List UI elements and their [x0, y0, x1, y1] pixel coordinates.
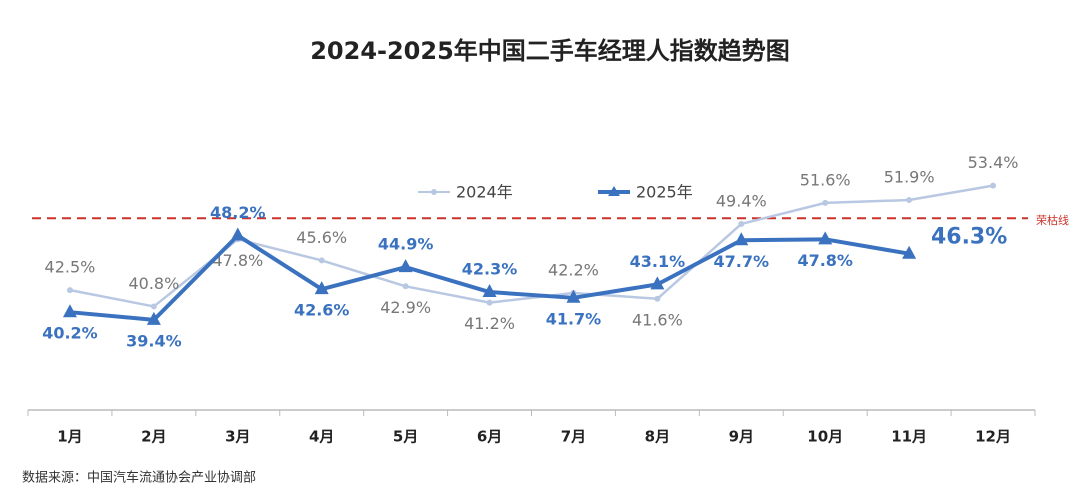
value-label: 41.7% — [546, 309, 602, 328]
value-label: 42.3% — [462, 260, 518, 279]
value-label: 53.4% — [968, 153, 1019, 172]
point-marker — [906, 197, 913, 203]
x-tick-label: 7月 — [561, 428, 586, 446]
x-tick-label: 12月 — [975, 428, 1011, 446]
x-tick-label: 1月 — [57, 428, 82, 446]
x-tick-label: 10月 — [807, 428, 843, 446]
x-tick-label: 9月 — [729, 428, 754, 446]
point-marker — [738, 220, 745, 227]
point-marker — [402, 283, 409, 290]
point-marker — [230, 227, 245, 241]
point-marker — [650, 276, 665, 290]
value-label: 42.6% — [294, 301, 350, 320]
x-tick-label: 4月 — [309, 428, 334, 446]
point-marker — [146, 311, 161, 325]
value-label: 47.7% — [714, 252, 770, 271]
source-note: 数据来源：中国汽车流通协会产业协调部 — [22, 470, 256, 486]
value-label: 51.9% — [884, 168, 935, 187]
value-label: 51.6% — [800, 170, 851, 189]
value-label: 49.4% — [716, 191, 767, 210]
value-label: 40.2% — [42, 324, 98, 343]
chart-title: 2024-2025年中国二手车经理人指数趋势图 — [310, 37, 790, 65]
point-marker — [314, 281, 329, 295]
legend-marker — [608, 186, 620, 196]
point-marker — [990, 182, 997, 189]
point-marker — [818, 231, 833, 245]
point-marker — [150, 303, 157, 310]
point-marker — [654, 295, 661, 302]
x-tick-label: 2月 — [141, 428, 166, 446]
value-label: 43.1% — [630, 252, 686, 271]
value-label: 46.3% — [931, 225, 1007, 250]
value-label: 42.9% — [380, 298, 431, 317]
reference-label: 荣枯线 — [1036, 213, 1069, 227]
value-label: 41.6% — [632, 310, 683, 329]
legend-label: 2024年 — [456, 183, 513, 202]
value-label: 40.8% — [128, 274, 179, 293]
x-tick-label: 8月 — [645, 428, 670, 446]
point-marker — [902, 245, 917, 259]
point-marker — [318, 257, 325, 264]
value-label: 42.5% — [45, 258, 96, 277]
point-marker — [482, 284, 497, 298]
point-marker — [62, 304, 77, 318]
x-tick-label: 11月 — [891, 428, 927, 446]
point-marker — [734, 232, 749, 246]
x-tick-label: 3月 — [225, 428, 250, 446]
point-marker — [398, 259, 413, 273]
value-label: 42.2% — [548, 261, 599, 280]
point-marker — [822, 199, 829, 206]
legend-label: 2025年 — [636, 183, 693, 202]
value-label: 41.2% — [464, 314, 515, 333]
value-label: 44.9% — [378, 235, 434, 254]
value-label: 48.2% — [210, 203, 266, 222]
value-label: 39.4% — [126, 331, 182, 350]
x-tick-label: 5月 — [393, 428, 418, 446]
legend-marker — [431, 189, 437, 195]
point-marker — [486, 299, 493, 306]
value-label: 47.8% — [797, 251, 853, 270]
point-marker — [66, 287, 73, 294]
x-tick-label: 6月 — [477, 428, 502, 446]
point-marker — [566, 289, 581, 303]
value-label: 45.6% — [296, 228, 347, 247]
value-label: 47.8% — [212, 251, 263, 270]
